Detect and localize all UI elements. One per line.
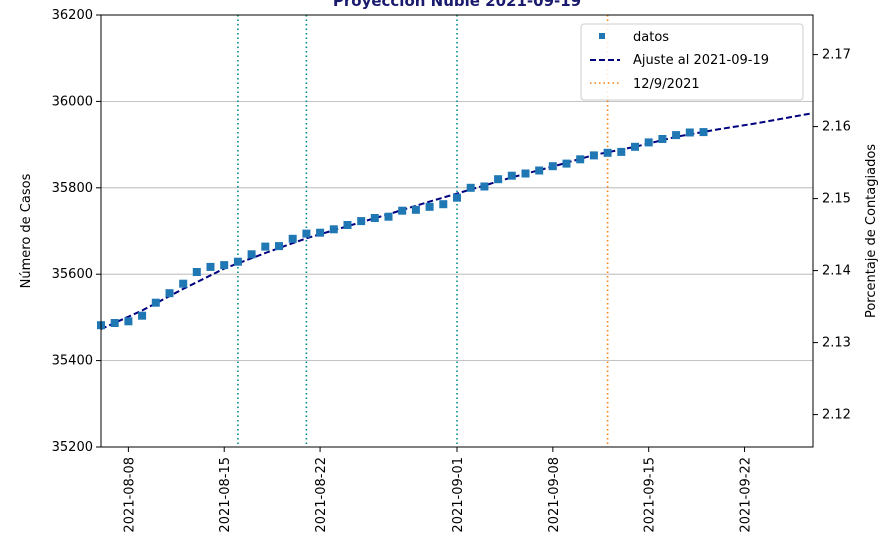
x-tick-label: 2021-09-01	[451, 457, 466, 533]
data-point	[480, 182, 489, 191]
data-point	[411, 205, 420, 214]
data-point	[631, 142, 639, 151]
y-tick-label: 35800	[52, 181, 93, 196]
data-point	[138, 311, 147, 320]
data-point	[357, 217, 366, 226]
x-tick-label: 2021-08-15	[218, 457, 233, 533]
data-point	[398, 206, 407, 215]
y2-tick-label: 2.17	[822, 48, 851, 63]
x-axis: 2021-08-08 2021-08-15 2021-08-22 2021-09-01…	[122, 447, 754, 533]
legend-label-date: 12/9/2021	[633, 77, 700, 92]
data-point	[343, 221, 352, 229]
y-tick-label: 36000	[52, 94, 93, 109]
y2-tick-label: 2.13	[822, 336, 851, 351]
x-tick-label: 2021-09-15	[643, 457, 658, 533]
data-point	[576, 155, 585, 164]
x-tick-label: 2021-08-08	[122, 457, 137, 533]
data-point	[247, 250, 256, 259]
y-tick-label: 35400	[52, 354, 93, 369]
data-point	[275, 242, 283, 251]
data-point	[370, 214, 379, 222]
data-point	[603, 148, 612, 157]
legend-label-datos: datos	[633, 30, 669, 45]
data-point	[617, 147, 626, 156]
y-tick-label: 35600	[52, 267, 93, 282]
y2-tick-label: 2.16	[822, 120, 851, 135]
data-point	[658, 135, 667, 143]
data-point	[302, 229, 311, 238]
x-tick-label: 2021-08-22	[314, 457, 329, 533]
data-point	[425, 202, 434, 211]
data-point	[220, 261, 229, 270]
legend-box	[580, 23, 804, 101]
x-tick-label: 2021-09-08	[547, 457, 562, 533]
data-point	[179, 279, 188, 288]
fit-curve	[100, 112, 814, 331]
y-tick-label: 36200	[52, 8, 93, 23]
data-point	[685, 128, 694, 137]
data-point	[316, 228, 325, 237]
data-point	[110, 319, 119, 327]
y-axis-left: 35200 35400 35600 35800 36000 36200	[52, 8, 101, 455]
legend: datos Ajuste al 2021-09-19 12/9/2021	[580, 23, 804, 101]
y2-axis-label: Porcentaje de Contagiados	[864, 144, 879, 318]
data-point	[192, 268, 201, 276]
data-point	[672, 131, 681, 140]
x-tick-label: 2021-09-22	[739, 457, 754, 533]
data-point	[507, 171, 516, 180]
data-point	[329, 225, 338, 234]
legend-marker-datos	[599, 33, 605, 39]
data-point	[453, 193, 461, 202]
data-point	[589, 151, 598, 160]
y2-tick-label: 2.15	[822, 192, 851, 207]
data-points	[97, 128, 708, 330]
data-point	[261, 242, 270, 251]
data-point	[466, 183, 475, 192]
y2-tick-label: 2.12	[822, 408, 851, 423]
y-axis-right: 2.12 2.13 2.14 2.15 2.16 2.17	[813, 48, 851, 423]
data-point	[165, 289, 174, 298]
data-point	[151, 298, 160, 307]
legend-label-fit: Ajuste al 2021-09-19	[633, 53, 769, 68]
data-point	[521, 169, 530, 178]
data-point	[494, 175, 503, 184]
y-tick-label: 35200	[52, 440, 93, 455]
data-point	[439, 200, 448, 209]
chart-title: Proyección Ñuble 2021-09-19	[333, 0, 581, 10]
data-point	[206, 262, 215, 271]
data-point	[699, 128, 708, 137]
data-point	[124, 317, 133, 326]
data-point	[288, 234, 297, 243]
data-point	[535, 166, 544, 175]
y-axis-label: Número de Casos	[19, 173, 34, 288]
data-point	[644, 138, 653, 147]
data-point	[233, 257, 242, 266]
data-point	[562, 159, 571, 168]
data-point	[548, 162, 557, 171]
y2-tick-label: 2.14	[822, 264, 851, 279]
fit-line	[100, 112, 814, 331]
data-point	[384, 212, 393, 221]
